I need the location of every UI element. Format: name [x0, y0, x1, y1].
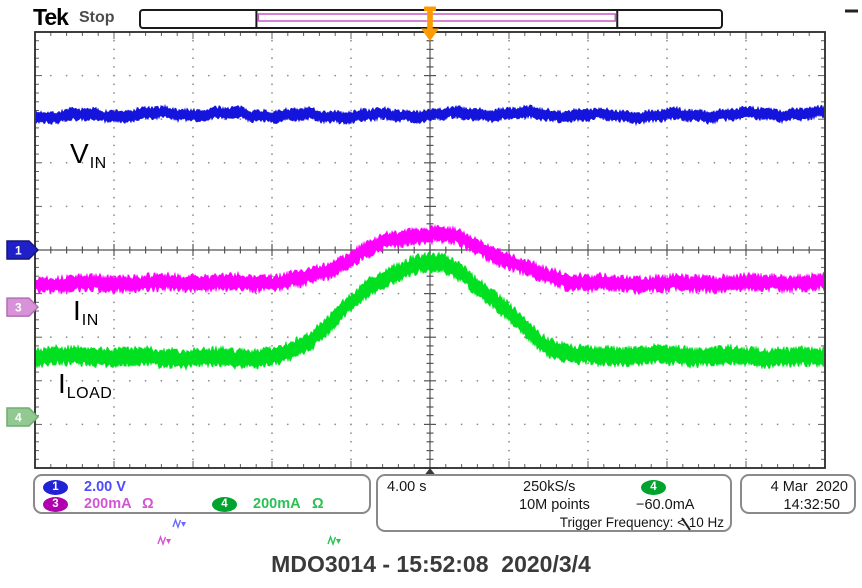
waveforms: [36, 103, 824, 371]
channel-3-scale: 200mA: [84, 496, 132, 512]
datetime-box: 4 Mar 2020 14:32:50: [740, 474, 856, 514]
annotation-iin-base: I: [73, 295, 81, 326]
trigger-frequency-readout: Trigger Frequency: < 10 Hz: [559, 515, 724, 530]
falling-edge-icon: [679, 480, 706, 568]
trace-i_load: [36, 251, 824, 371]
annotation-vin: VIN: [70, 138, 107, 173]
channel-3-ground-marker: 3: [6, 297, 40, 317]
record-length-readout: 10M points: [519, 497, 590, 513]
tek-logo: Tek: [33, 4, 69, 30]
annotation-vin-sub: IN: [89, 155, 107, 173]
annotation-iload: ILOAD: [58, 368, 113, 403]
sample-rate-readout: 250kS/s: [523, 479, 576, 495]
channel-4-bandwidth-icon: [327, 498, 354, 583]
trigger-source-badge: 4: [641, 480, 666, 495]
annotation-iin: IIN: [73, 295, 99, 330]
trigger-position-marker: [421, 6, 439, 41]
trigger-level-readout: −60.0mA: [636, 497, 695, 513]
channel-1-ground-marker: 1: [6, 240, 40, 260]
acquisition-status: Stop: [79, 9, 115, 26]
channel-3-badge: 3: [43, 497, 68, 512]
acquisition-box: 4.00 s 250kS/s 4 10M points −60.0mA Trig…: [376, 474, 732, 532]
channel-1-scale: 2.00 V: [84, 479, 126, 495]
record-window-band: [257, 13, 616, 22]
channel-readouts-box: 1 2.00 V 3 200mA Ω 4 200mA Ω: [33, 474, 371, 547]
channel-4-impedance-label: Ω: [312, 496, 324, 512]
time-readout: 14:32:50: [783, 497, 840, 513]
annotation-iload-base: I: [58, 368, 66, 399]
svg-text:3: 3: [15, 301, 22, 315]
record-view-bar: [139, 9, 858, 29]
annotation-iload-sub: LOAD: [66, 385, 113, 403]
channel-3-bandwidth-icon: [157, 498, 184, 583]
channel-3-impedance-label: Ω: [142, 496, 154, 512]
channel-4-scale: 200mA: [253, 496, 301, 512]
trace-v_in: [36, 103, 824, 127]
annotation-iin-sub: IN: [81, 312, 99, 330]
timebase-readout: 4.00 s: [387, 479, 427, 495]
channel-4-ground-marker: 4: [6, 407, 40, 427]
date-readout: 4 Mar 2020: [770, 479, 848, 495]
waveform-display: 1 3 4: [6, 6, 858, 477]
caption: MDO3014 - 15:52:08 2020/3/4: [271, 551, 591, 577]
channel-1-bandwidth-icon: [172, 481, 199, 566]
svg-text:4: 4: [15, 410, 22, 424]
channel-4-badge: 4: [212, 497, 237, 512]
svg-text:1: 1: [15, 244, 22, 258]
trace-i_in: [36, 224, 824, 296]
channel-1-badge: 1: [43, 480, 68, 495]
annotation-vin-base: V: [70, 138, 89, 169]
center-axes: [34, 31, 826, 469]
